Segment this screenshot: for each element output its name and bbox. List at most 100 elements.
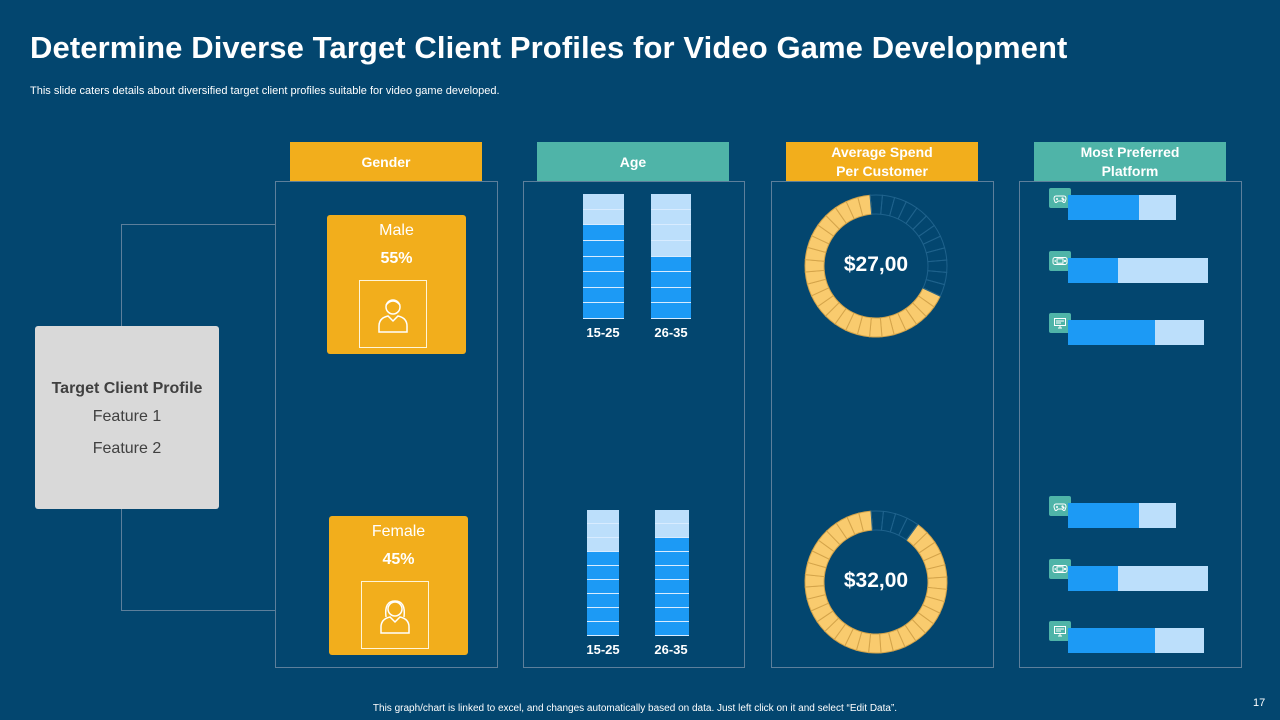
age-label-top-1: 15-25 <box>586 325 620 340</box>
female-icon-frame <box>361 581 429 649</box>
platform-bar[interactable] <box>1068 258 1208 283</box>
age-bar-segment <box>583 225 624 241</box>
age-bar-segment <box>587 622 619 636</box>
age-bar-segment <box>655 594 689 608</box>
age-bar-segment <box>651 272 691 288</box>
spend-donut-bottom <box>804 510 948 654</box>
donut-segment <box>905 207 928 231</box>
male-card[interactable]: Male 55% <box>327 215 466 354</box>
age-bar-segment <box>651 225 691 241</box>
gender-panel <box>275 181 498 668</box>
platform-bar-value <box>1068 195 1140 220</box>
age-bar-segment <box>655 580 689 594</box>
female-percent: 45% <box>382 551 415 568</box>
platform-bar[interactable] <box>1068 566 1208 591</box>
age-bar-segment <box>583 287 624 304</box>
age-label-bottom-2: 26-35 <box>654 642 688 657</box>
male-label: Male <box>379 222 414 239</box>
platform-icon-box <box>1049 313 1071 333</box>
age-bar-segment <box>655 552 689 566</box>
male-icon-frame <box>359 280 427 348</box>
age-bar-segment <box>655 622 689 636</box>
age-bar-segment <box>587 580 619 594</box>
handheld-console-icon <box>1052 257 1068 265</box>
handheld-console-icon <box>1052 565 1068 573</box>
age-panel <box>523 181 745 668</box>
age-bar-segment <box>655 566 689 580</box>
age-bar-segment <box>583 256 624 273</box>
age-bar-segment <box>583 303 624 319</box>
age-bar-segment <box>587 552 619 566</box>
age-bar-segment <box>587 538 619 552</box>
platform-bar-value <box>1068 320 1156 345</box>
age-bar-segment <box>655 510 689 524</box>
target-client-profile-card[interactable]: Target Client Profile Feature 1 Feature … <box>35 326 219 509</box>
platform-bar-value <box>1068 566 1119 591</box>
age-bar-segment <box>583 272 624 288</box>
age-label-top-2: 26-35 <box>654 325 688 340</box>
age-bar-segment <box>655 608 689 622</box>
age-bar-segment <box>583 209 624 226</box>
age-bar-segment <box>587 524 619 538</box>
female-card[interactable]: Female 45% <box>329 516 468 655</box>
platform-icon-box <box>1049 188 1071 208</box>
profile-title: Target Client Profile <box>51 380 203 397</box>
female-user-icon <box>380 600 410 634</box>
spend-donut-top <box>804 194 948 338</box>
age-bar[interactable] <box>587 510 619 636</box>
age-bar[interactable] <box>655 510 689 636</box>
spend-header: Average Spend Per Customer <box>786 142 978 182</box>
platform-panel <box>1019 181 1242 668</box>
platform-icon-box <box>1049 251 1071 271</box>
age-header: Age <box>537 142 729 182</box>
age-bar-segment <box>583 240 624 257</box>
platform-bar[interactable] <box>1068 628 1204 653</box>
donut-segment <box>918 224 942 245</box>
age-bar-segment <box>587 566 619 580</box>
platform-bar-remainder <box>1118 566 1208 591</box>
donut-segment <box>898 517 919 541</box>
male-user-icon <box>378 299 408 333</box>
donut-segment <box>889 513 908 536</box>
age-bar-segment <box>583 194 624 210</box>
platform-header: Most Preferred Platform <box>1034 142 1226 182</box>
page-number: 17 <box>1253 697 1266 709</box>
age-bar-segment <box>651 209 691 226</box>
profile-feature-1: Feature 1 <box>92 408 162 425</box>
spend-panel <box>771 181 994 668</box>
age-bar-segment <box>587 608 619 622</box>
platform-bar[interactable] <box>1068 503 1176 528</box>
platform-bar-remainder <box>1155 320 1204 345</box>
age-label-bottom-1: 15-25 <box>586 642 620 657</box>
platform-icon-box <box>1049 496 1071 516</box>
platform-bar-remainder <box>1155 628 1204 653</box>
spend-amount-top: $27,00 <box>843 253 909 276</box>
platform-bar-value <box>1068 503 1140 528</box>
profile-feature-2: Feature 2 <box>92 440 162 457</box>
age-bar-segment <box>651 303 691 319</box>
slide-subtitle: This slide caters details about diversif… <box>30 85 500 97</box>
gender-header: Gender <box>290 142 482 182</box>
platform-bar[interactable] <box>1068 320 1204 345</box>
age-bar[interactable] <box>583 194 624 319</box>
age-bar-segment <box>651 287 691 304</box>
platform-bar-value <box>1068 628 1156 653</box>
pc-monitor-icon <box>1054 626 1066 637</box>
spend-amount-bottom: $32,00 <box>843 569 909 592</box>
age-bar-segment <box>651 256 691 273</box>
slide-title: Determine Diverse Target Client Profiles… <box>30 30 1068 65</box>
age-bar[interactable] <box>651 194 691 319</box>
platform-bar-value <box>1068 258 1119 283</box>
gamepad-icon <box>1053 195 1067 203</box>
female-label: Female <box>371 523 426 540</box>
platform-icon-box <box>1049 621 1071 641</box>
platform-bar-remainder <box>1139 195 1176 220</box>
age-bar-segment <box>651 194 691 210</box>
platform-bar[interactable] <box>1068 195 1176 220</box>
age-bar-segment <box>587 594 619 608</box>
platform-bar-remainder <box>1139 503 1176 528</box>
age-bar-segment <box>651 240 691 257</box>
age-bar-segment <box>587 510 619 524</box>
age-bar-segment <box>655 524 689 538</box>
platform-bar-remainder <box>1118 258 1208 283</box>
